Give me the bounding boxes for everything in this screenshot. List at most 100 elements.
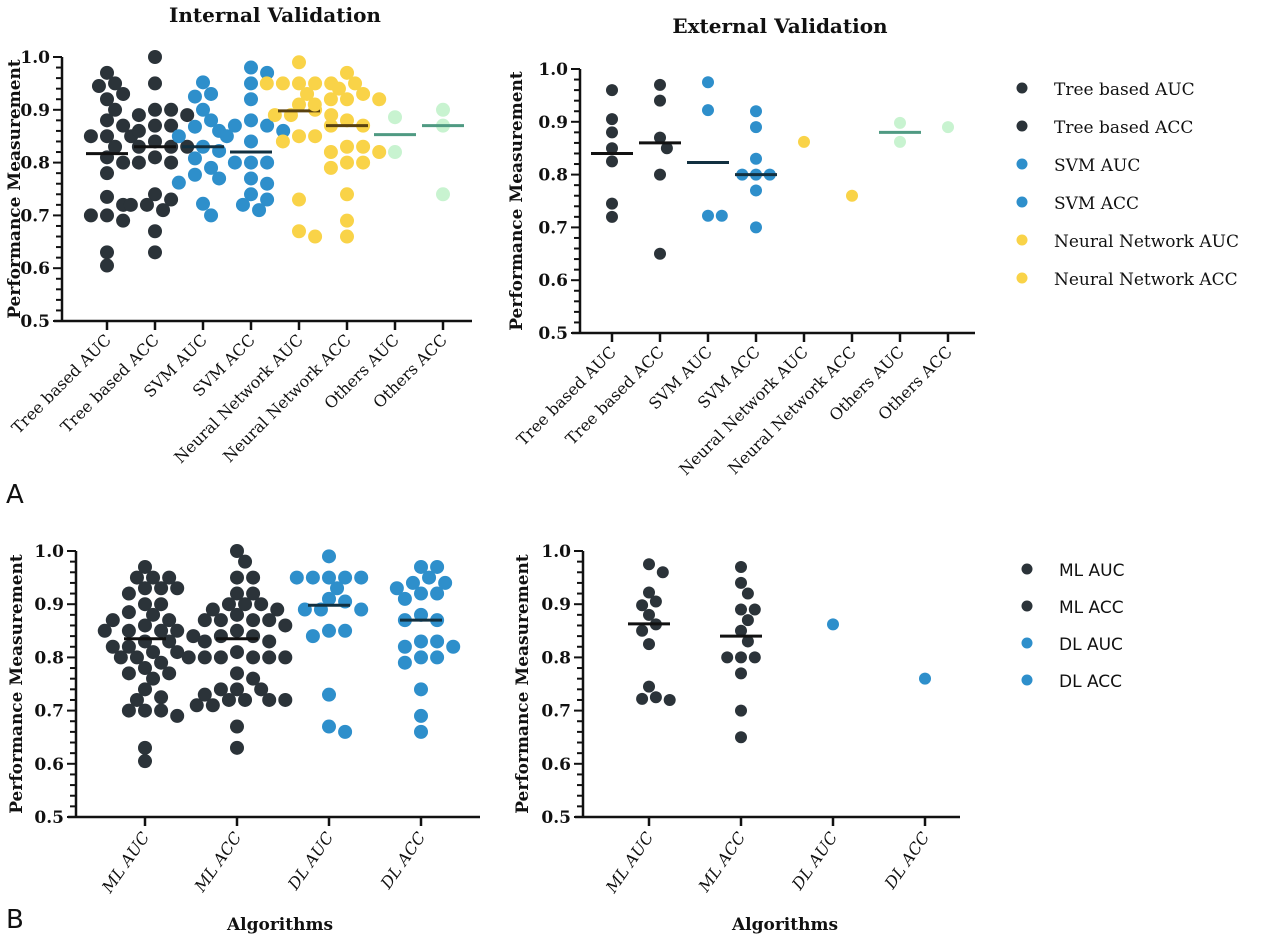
legend: Tree based AUC Tree based ACC SVM AUC SVM A… — [1016, 80, 1239, 290]
data-point — [322, 719, 336, 734]
series-others-acc — [942, 121, 954, 134]
data-point — [230, 544, 244, 558]
series-dl-acc — [919, 672, 931, 685]
data-point — [397, 591, 412, 606]
data-point — [138, 754, 152, 769]
data-point — [430, 586, 445, 601]
y-axis-label: Performance Measurement — [507, 71, 527, 331]
x-tick-label: ML ACC — [694, 828, 749, 896]
y-tick-label: 0.6 — [20, 259, 50, 279]
data-point — [414, 650, 428, 665]
data-point — [154, 655, 169, 670]
y-axis-label: Performance Measurement — [5, 59, 25, 319]
series-ml-acc — [720, 560, 762, 744]
data-point — [436, 187, 450, 202]
y-tick-label: 0.9 — [538, 113, 568, 133]
data-point — [405, 575, 420, 590]
data-point — [154, 597, 169, 612]
data-point — [138, 682, 152, 697]
data-point — [721, 651, 734, 664]
data-point — [308, 129, 323, 144]
data-point — [750, 121, 762, 134]
data-point — [654, 168, 666, 181]
y-tick-label: 0.7 — [538, 218, 568, 238]
data-point — [276, 123, 291, 138]
data-point — [244, 171, 258, 186]
y-tick-label: 0.5 — [538, 324, 568, 344]
data-point — [148, 134, 162, 149]
data-point — [123, 197, 138, 212]
data-point — [322, 549, 336, 564]
data-point — [138, 618, 152, 633]
data-point — [606, 210, 618, 223]
data-point — [354, 570, 369, 585]
chart-B-external: 0.5 0.6 0.7 0.8 0.9 1.0 Performance Measuremen… — [513, 542, 1125, 935]
data-point — [230, 682, 244, 697]
data-point — [735, 576, 747, 589]
data-point — [414, 586, 428, 601]
data-point — [262, 634, 277, 649]
series-neural-network-auc — [798, 135, 810, 148]
data-point — [129, 692, 144, 707]
y-tick-label: 0.6 — [34, 755, 64, 775]
y-axis-label: Performance Measurement — [513, 554, 533, 814]
data-point — [414, 634, 428, 649]
data-point — [171, 175, 186, 190]
y-tick-label: 0.7 — [20, 206, 50, 226]
data-point — [148, 102, 162, 117]
x-tick-label: DL ACC — [880, 828, 933, 893]
data-point — [100, 113, 114, 128]
data-point — [244, 134, 258, 149]
y-axis-label: Performance Measurement — [7, 554, 27, 814]
data-point — [606, 126, 618, 139]
data-point — [414, 724, 428, 739]
data-point — [83, 129, 98, 144]
data-point — [654, 131, 666, 144]
series-dl-auc — [289, 549, 369, 739]
data-point — [187, 119, 202, 134]
data-point — [741, 614, 754, 627]
data-point — [735, 603, 747, 616]
data-point — [83, 208, 98, 223]
data-point — [146, 607, 161, 622]
x-tick-label: ML AUC — [97, 828, 153, 897]
data-point — [121, 703, 136, 718]
chart-A-external: External Validation 0.5 0.6 0.7 0.8 0.9 1.0 Per… — [507, 14, 1239, 479]
data-point — [308, 229, 323, 244]
legend-label: DL AUC — [1059, 635, 1123, 655]
data-point — [300, 86, 315, 101]
data-point — [750, 221, 762, 234]
data-point — [196, 75, 210, 90]
x-tick-label: DL AUC — [787, 828, 841, 894]
data-point — [230, 623, 244, 638]
data-point — [438, 575, 453, 590]
data-point — [148, 224, 162, 239]
data-point — [100, 65, 114, 80]
data-point — [254, 682, 269, 697]
data-point — [372, 92, 387, 107]
chart-title: External Validation — [672, 14, 888, 38]
data-point — [414, 559, 428, 574]
data-point — [748, 603, 761, 616]
data-point — [270, 602, 285, 617]
data-point — [323, 92, 338, 107]
y-tick-label: 0.7 — [34, 702, 64, 722]
data-point — [180, 108, 195, 123]
data-point — [292, 76, 306, 91]
data-point — [108, 76, 123, 91]
data-point — [340, 65, 354, 80]
x-axis-label: Algorithms — [731, 915, 838, 935]
data-point — [148, 187, 162, 202]
data-point — [131, 155, 146, 170]
data-point — [260, 192, 275, 207]
y-tick-label: 0.9 — [34, 595, 64, 615]
data-point — [748, 651, 761, 664]
data-point — [189, 698, 204, 713]
data-point — [735, 624, 747, 637]
data-point — [186, 629, 201, 644]
legend-label: Tree based AUC — [1054, 80, 1195, 100]
data-point — [187, 89, 202, 104]
data-point — [187, 151, 202, 166]
data-point — [606, 84, 618, 97]
data-point — [340, 113, 354, 128]
